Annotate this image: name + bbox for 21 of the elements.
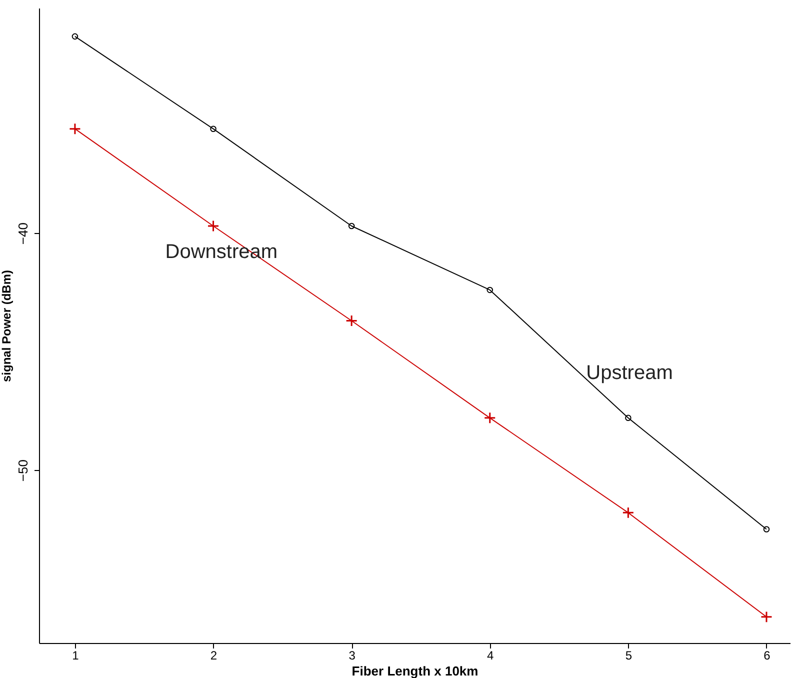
point [625,414,632,422]
point [348,222,355,230]
point [68,122,81,135]
y-axis-title: signal Power (dBm) [0,270,14,382]
y-tick-label: −40 [16,222,30,245]
x-tick-label: 2 [210,648,218,662]
point [346,314,358,327]
x-tick-label: 3 [348,648,356,662]
x-axis-title: Fiber Length x 10km [352,664,478,678]
x-tick-label: 4 [487,648,494,662]
point [760,610,772,623]
point [484,412,496,424]
point [622,506,634,519]
x-tick-label: 6 [764,648,771,662]
point [207,220,220,232]
point [486,286,494,294]
x-tick-label: 1 [72,648,80,662]
series-label: Upstream [586,362,673,384]
point [210,126,216,132]
x-tick-label: 5 [625,648,632,662]
y-tick-label: −50 [16,460,30,482]
